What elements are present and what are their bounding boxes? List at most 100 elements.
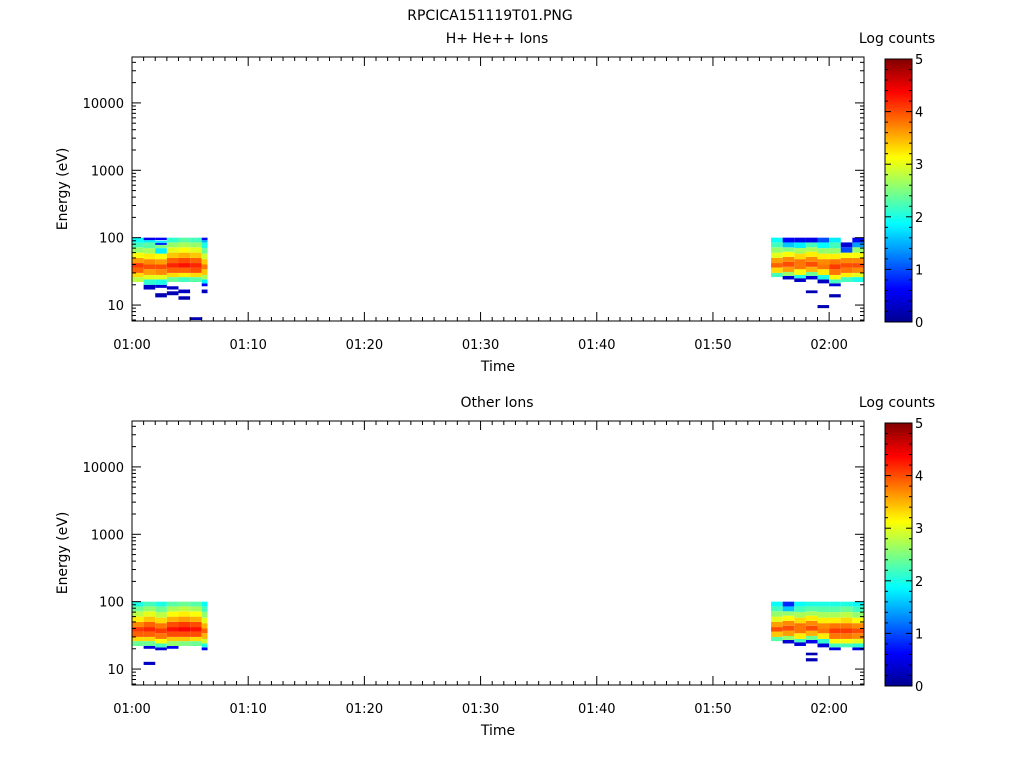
heatmap-cell: [794, 606, 806, 613]
heatmap-cell: [829, 259, 841, 265]
x-tick-label: 01:10: [229, 702, 266, 717]
heatmap-cell: [829, 606, 841, 613]
heatmap-cell: [132, 257, 144, 264]
heatmap-cell: [771, 242, 783, 248]
heatmap-cell: [805, 658, 818, 662]
heatmap-cell: [829, 617, 841, 624]
heatmap-cell: [190, 606, 202, 612]
colorbar-tick-label: 4: [915, 106, 923, 121]
heatmap-cell: [782, 606, 795, 612]
heatmap-cell: [852, 606, 864, 613]
heatmap-cell: [805, 266, 818, 272]
heatmap-cell: [817, 643, 830, 648]
heatmap-cell: [829, 294, 841, 298]
heatmap-cell: [794, 253, 806, 260]
colorbar-gradient: [884, 58, 913, 323]
heatmap-cell: [782, 639, 795, 644]
heatmap-cell: [201, 253, 208, 260]
heatmap-cell: [817, 269, 830, 275]
heatmap-cell: [178, 601, 191, 607]
heatmap-cell: [817, 279, 830, 284]
heatmap-cell: [852, 601, 864, 607]
heatmap-cell: [201, 623, 208, 629]
x-tick-label: 01:30: [462, 338, 499, 353]
heatmap-cell: [190, 272, 202, 278]
heatmap-cell: [840, 252, 853, 258]
heatmap-cell: [190, 636, 202, 642]
heatmap-cell: [143, 242, 156, 249]
heatmap-cell: [840, 612, 853, 618]
heatmap-cell: [840, 623, 853, 629]
heatmap-cell: [852, 272, 864, 278]
heatmap-cell: [155, 293, 167, 298]
heatmap-cell: [829, 612, 841, 618]
x-axis: 01:00 01:10 01:20 01:30 01:40 01:50 02:00 Time: [113, 421, 865, 739]
heatmap-cell: [201, 633, 208, 639]
x-tick-label: 01:10: [229, 338, 266, 353]
heatmap-cell: [805, 615, 818, 621]
heatmap-cell: [829, 628, 841, 634]
heatmap-cell: [852, 257, 864, 264]
heatmap-cell: [166, 611, 179, 617]
colorbar-tick-label: 2: [915, 211, 923, 226]
heatmap-cell: [190, 601, 202, 607]
heatmap-cell: [201, 237, 208, 241]
heatmap-cell: [805, 256, 818, 262]
heatmap-cell: [166, 641, 179, 646]
heatmap-cell: [771, 237, 783, 243]
heatmap-cell: [201, 264, 208, 270]
heatmap-cell: [840, 277, 853, 282]
x-axis-label: Time: [480, 723, 515, 739]
heatmap-cell: [190, 621, 202, 628]
heatmap-cell: [805, 652, 818, 656]
heatmap-cell: [201, 647, 208, 651]
heatmap-cell: [771, 267, 783, 273]
heatmap-cell: [794, 278, 806, 282]
heatmap-cell: [771, 247, 783, 253]
heatmap-cell: [817, 274, 830, 280]
heatmap-cell: [805, 635, 818, 640]
y-tick-label: 10: [107, 299, 124, 314]
heatmap-cell: [132, 263, 144, 268]
heatmap-cell: [190, 257, 202, 264]
heatmap-cell: [155, 643, 167, 648]
heatmap-cell: [805, 625, 818, 631]
panel-title: H+ He++ Ions: [446, 31, 549, 47]
heatmap-cell: [166, 616, 179, 622]
heatmap-cell: [852, 623, 864, 629]
heatmap-cell: [852, 643, 864, 648]
heatmap-cell: [166, 252, 179, 258]
heatmap-cell: [782, 620, 795, 626]
heatmap-cell: [771, 636, 783, 642]
heatmap-cell: [782, 256, 795, 262]
heatmap-cell: [782, 611, 795, 616]
heatmap-cell: [771, 606, 783, 612]
y-tick-label: 10000: [83, 97, 124, 112]
colorbar-tick-label: 2: [915, 575, 923, 590]
y-axis-label: Energy (eV): [55, 512, 71, 595]
heatmap-cell: [852, 647, 864, 651]
heatmap-cell: [143, 274, 156, 280]
heatmap-cell: [782, 251, 795, 257]
heatmap-cell: [155, 242, 167, 245]
heatmap-cell: [143, 248, 156, 254]
heatmap-cell: [840, 267, 853, 273]
heatmap-cell: [166, 606, 179, 612]
heatmap-cell: [178, 621, 191, 628]
heatmap-cell: [201, 628, 208, 634]
heatmap-cell: [190, 627, 202, 632]
heatmap-cell: [840, 242, 853, 248]
heatmap-cell: [166, 242, 179, 248]
heatmap-cell: [201, 269, 208, 275]
x-axis-label: Time: [480, 359, 515, 375]
heatmap-cell: [817, 264, 830, 270]
colorbar-tick-label: 0: [915, 316, 923, 331]
heatmap-cell: [166, 286, 179, 290]
colorbar-tick-label: 3: [915, 522, 923, 537]
heatmap-cell: [132, 616, 144, 622]
heatmap-cell: [840, 633, 853, 639]
heatmap-cell: [794, 628, 806, 634]
heatmap-cell: [178, 252, 191, 258]
heatmap-cell: [155, 274, 167, 280]
